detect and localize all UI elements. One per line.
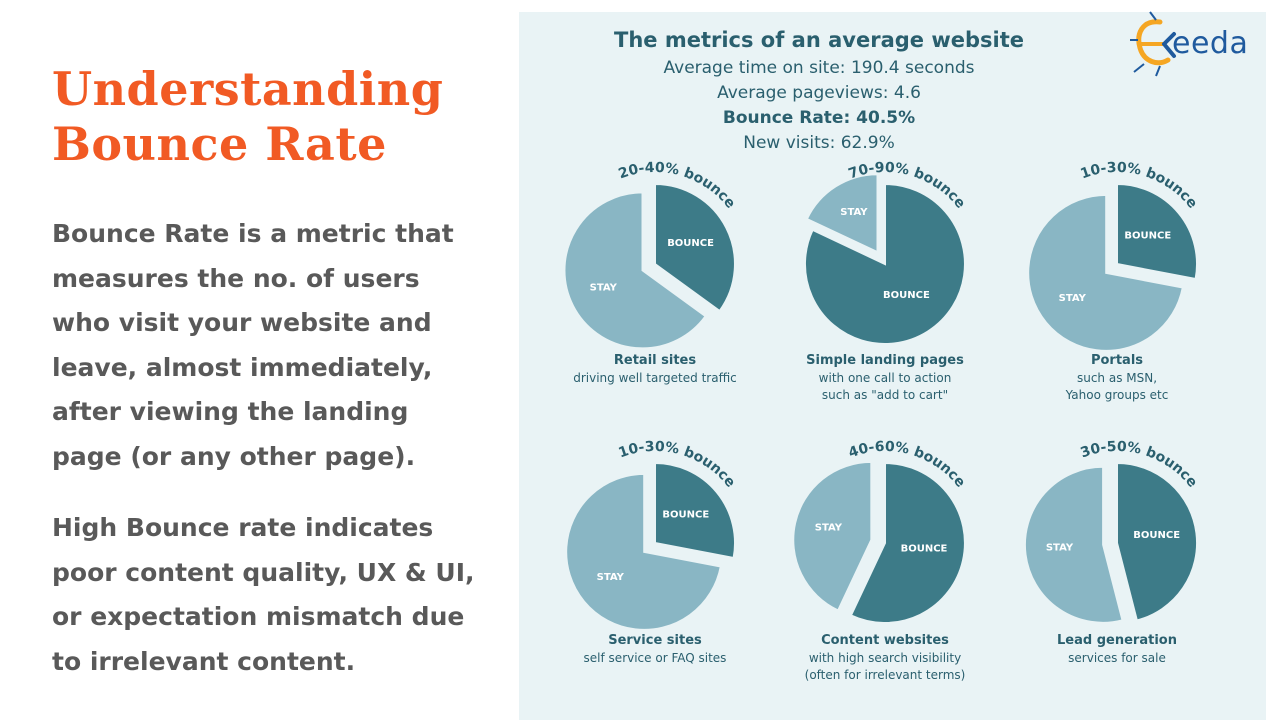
stay-slice-label: STAY (1046, 542, 1074, 553)
chart-caption-subtitle: with one call to action (819, 371, 952, 385)
slide-title: Understanding Bounce Rate (52, 62, 492, 172)
chart-caption-subtitle: Yahoo groups etc (1065, 388, 1169, 402)
chart-caption-title: Portals (1091, 353, 1143, 368)
summary-line-time: Average time on site: 190.4 seconds (663, 58, 975, 78)
stay-slice (1027, 193, 1184, 352)
chart-caption-subtitle: self service or FAQ sites (584, 651, 727, 665)
stay-slice (805, 173, 879, 254)
infographic-title: The metrics of an average website (614, 28, 1024, 52)
stay-slice-label: STAY (815, 522, 843, 533)
stay-slice (792, 460, 873, 612)
bounce-slice (1116, 182, 1199, 281)
stay-slice-label: STAY (1059, 293, 1087, 304)
bounce-slice-label: BOUNCE (901, 544, 948, 555)
bounce-slice (654, 461, 737, 560)
bounce-slice (849, 461, 966, 624)
chart-caption-title: Service sites (608, 633, 702, 648)
bounce-slice-label: BOUNCE (1124, 231, 1171, 242)
bounce-slice-label: BOUNCE (1133, 530, 1180, 541)
slide-title-line2: Bounce Rate (52, 117, 387, 171)
stay-slice (565, 472, 722, 631)
impact-paragraph: High Bounce rate indicates poor content … (52, 513, 475, 676)
e-circuit-logo-icon (1130, 11, 1176, 77)
bounce-slice (1116, 461, 1199, 622)
stay-slice (1023, 465, 1124, 624)
chart-caption-subtitle: services for sale (1068, 651, 1166, 665)
chart-caption-title: Content websites (821, 633, 949, 648)
stay-slice-label: STAY (590, 282, 618, 293)
chart-caption-subtitle: with high search visibility (809, 651, 961, 665)
summary-line-pageviews: Average pageviews: 4.6 (717, 83, 921, 103)
stay-slice (563, 191, 707, 350)
ekeeda-logo: eeda (1130, 10, 1278, 80)
summary-line-new-visits: New visits: 62.9% (743, 133, 895, 153)
chart-caption-subtitle: such as "add to cart" (822, 388, 948, 402)
stay-slice-label: STAY (597, 572, 625, 583)
stay-slice-label: STAY (840, 207, 868, 218)
chart-caption-subtitle: driving well targeted traffic (573, 371, 737, 385)
chart-caption-title: Lead generation (1057, 633, 1177, 648)
bounce-slice (803, 182, 966, 345)
chart-caption-title: Retail sites (614, 353, 696, 368)
chart-caption-subtitle: (often for irrelevant terms) (805, 668, 966, 682)
summary-line-bounce-rate: Bounce Rate: 40.5% (722, 108, 916, 128)
chart-caption-subtitle: such as MSN, (1077, 371, 1157, 385)
bounce-slice-label: BOUNCE (883, 290, 930, 301)
bounce-slice-label: BOUNCE (667, 238, 714, 249)
bounce-slice-label: BOUNCE (662, 510, 709, 521)
slide-title-line1: Understanding (52, 62, 444, 116)
bounce-slice (654, 182, 736, 313)
infographic-panel: The metrics of an average website Averag… (519, 12, 1266, 720)
definition-paragraph: Bounce Rate is a metric that measures th… (52, 219, 454, 471)
logo-text: eeda (1172, 26, 1249, 61)
chart-caption-title: Simple landing pages (806, 353, 964, 368)
